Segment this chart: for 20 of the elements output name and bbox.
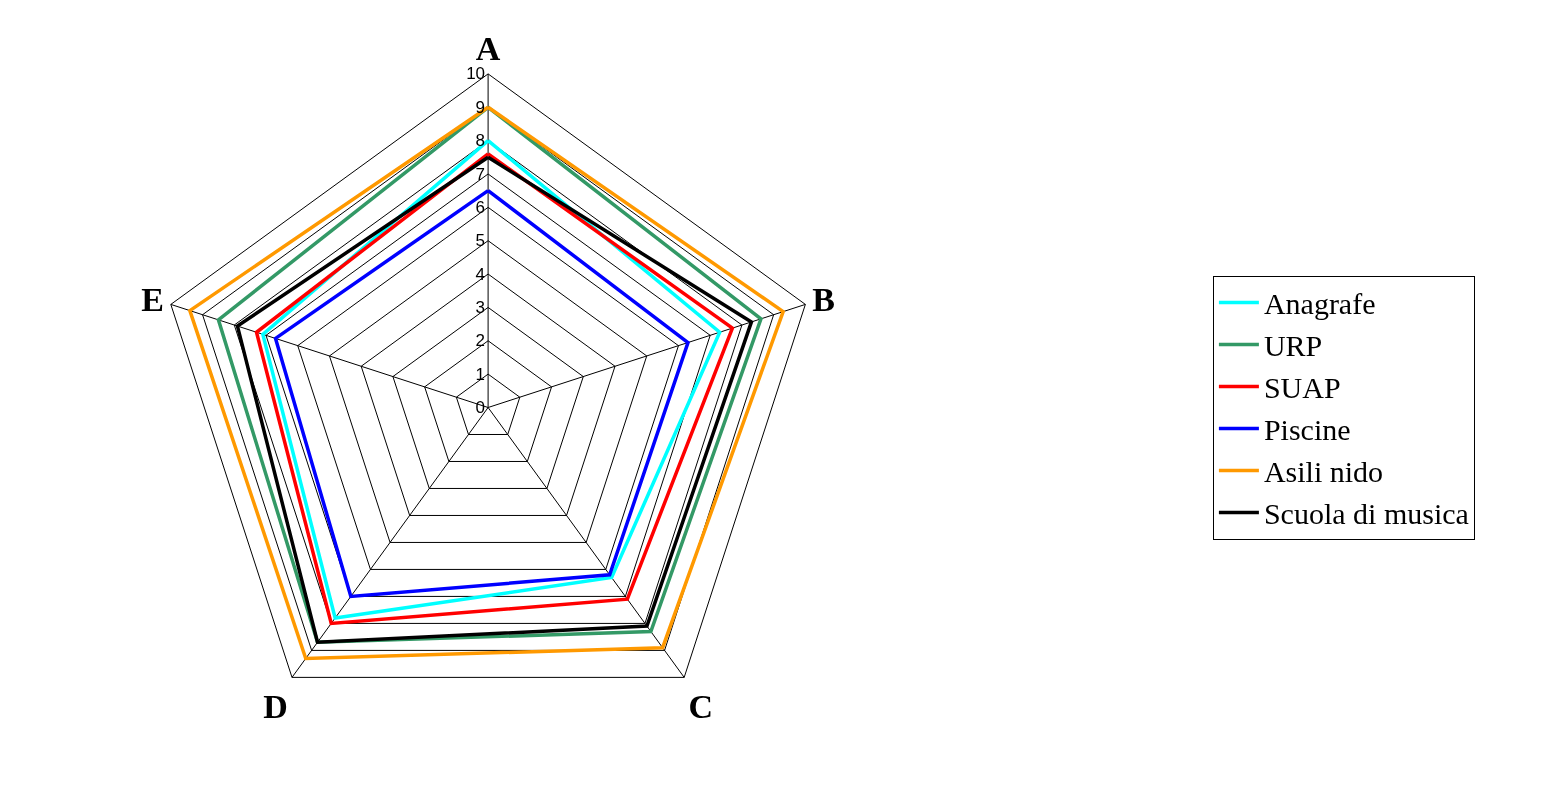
spoke-label: B: [812, 281, 835, 319]
y-tick-label: 5: [475, 231, 486, 251]
y-tick-label: 2: [475, 331, 486, 351]
y-tick-label: 10: [466, 64, 486, 84]
legend-label: Anagrafe: [1263, 287, 1376, 321]
y-tick-label: 1: [475, 364, 486, 384]
y-tick-label: 8: [475, 131, 486, 151]
spoke-label: A: [475, 29, 501, 67]
y-tick-label: 6: [475, 197, 486, 217]
legend-label: SUAP: [1263, 371, 1341, 405]
y-tick-label: 3: [475, 297, 486, 317]
spoke-label: C: [688, 687, 714, 725]
legend-label: URP: [1263, 329, 1323, 363]
y-tick-label: 7: [475, 164, 486, 184]
legend-label: Asili nido: [1263, 455, 1384, 489]
legend-label: Piscine: [1263, 413, 1351, 447]
legend-label: Scuola di musica: [1263, 497, 1469, 531]
y-tick-label: 4: [475, 264, 486, 284]
spoke-label: D: [263, 687, 288, 725]
spoke-label: E: [141, 281, 164, 319]
